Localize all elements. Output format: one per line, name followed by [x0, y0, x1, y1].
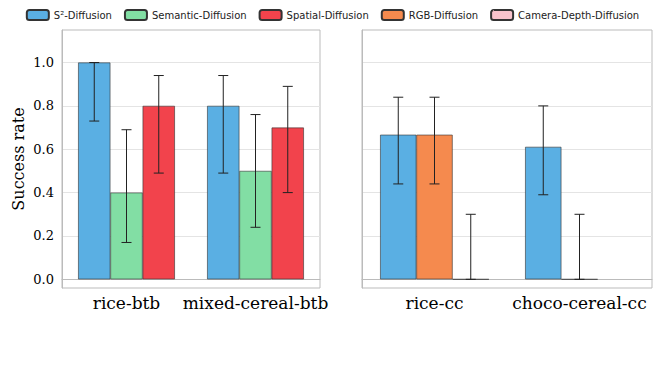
svg-text:Spatial-Diffusion: Spatial-Diffusion: [287, 10, 369, 21]
svg-text:0.4: 0.4: [33, 185, 54, 200]
svg-text:Camera-Depth-Diffusion: Camera-Depth-Diffusion: [518, 10, 639, 21]
svg-text:0.6: 0.6: [33, 142, 54, 157]
svg-text:Success rate: Success rate: [9, 107, 28, 210]
svg-text:choco-cereal-cc: choco-cereal-cc: [512, 293, 646, 313]
svg-text:0.2: 0.2: [33, 228, 54, 243]
svg-text:RGB-Diffusion: RGB-Diffusion: [409, 10, 478, 21]
svg-text:0.8: 0.8: [33, 98, 54, 113]
svg-text:S²-Diffusion: S²-Diffusion: [54, 10, 112, 21]
svg-text:rice-btb: rice-btb: [93, 293, 161, 313]
svg-text:0.0: 0.0: [33, 272, 54, 287]
svg-text:Semantic-Diffusion: Semantic-Diffusion: [152, 10, 247, 21]
svg-text:mixed-cereal-btb: mixed-cereal-btb: [183, 293, 329, 313]
svg-text:rice-cc: rice-cc: [406, 293, 464, 313]
svg-text:1.0: 1.0: [33, 55, 54, 70]
